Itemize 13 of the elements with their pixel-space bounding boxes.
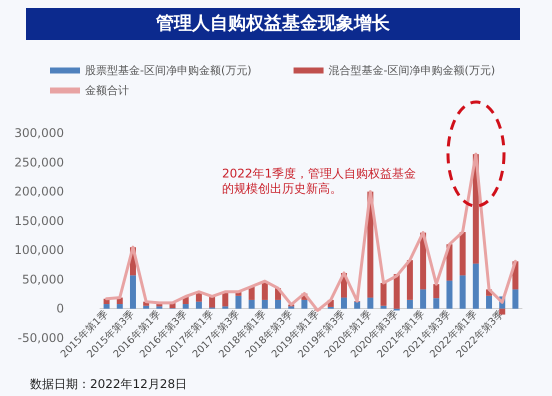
annotation: 2022年1季度，管理人自购权益基金的规模创出历史新高。: [222, 166, 416, 196]
y-tick-label: 200,000: [14, 184, 64, 199]
chart-title: 管理人自购权益基金现象增长: [26, 8, 520, 40]
y-tick-label: 250,000: [14, 155, 64, 170]
y-tick-label: 50,000: [22, 272, 64, 286]
legend-label: 股票型基金-区间净申购金额(万元): [85, 64, 252, 77]
y-tick-label: 0: [56, 302, 64, 316]
legend-label: 金额合计: [85, 84, 129, 97]
y-tick-label: 100,000: [14, 243, 64, 258]
legend-label: 混合型基金-区间净申购金额(万元): [328, 64, 496, 77]
y-tick-label: 300,000: [14, 126, 64, 140]
y-tick-label: 150,000: [14, 214, 64, 228]
text: 数据日期：2022年12月28日: [30, 376, 188, 393]
